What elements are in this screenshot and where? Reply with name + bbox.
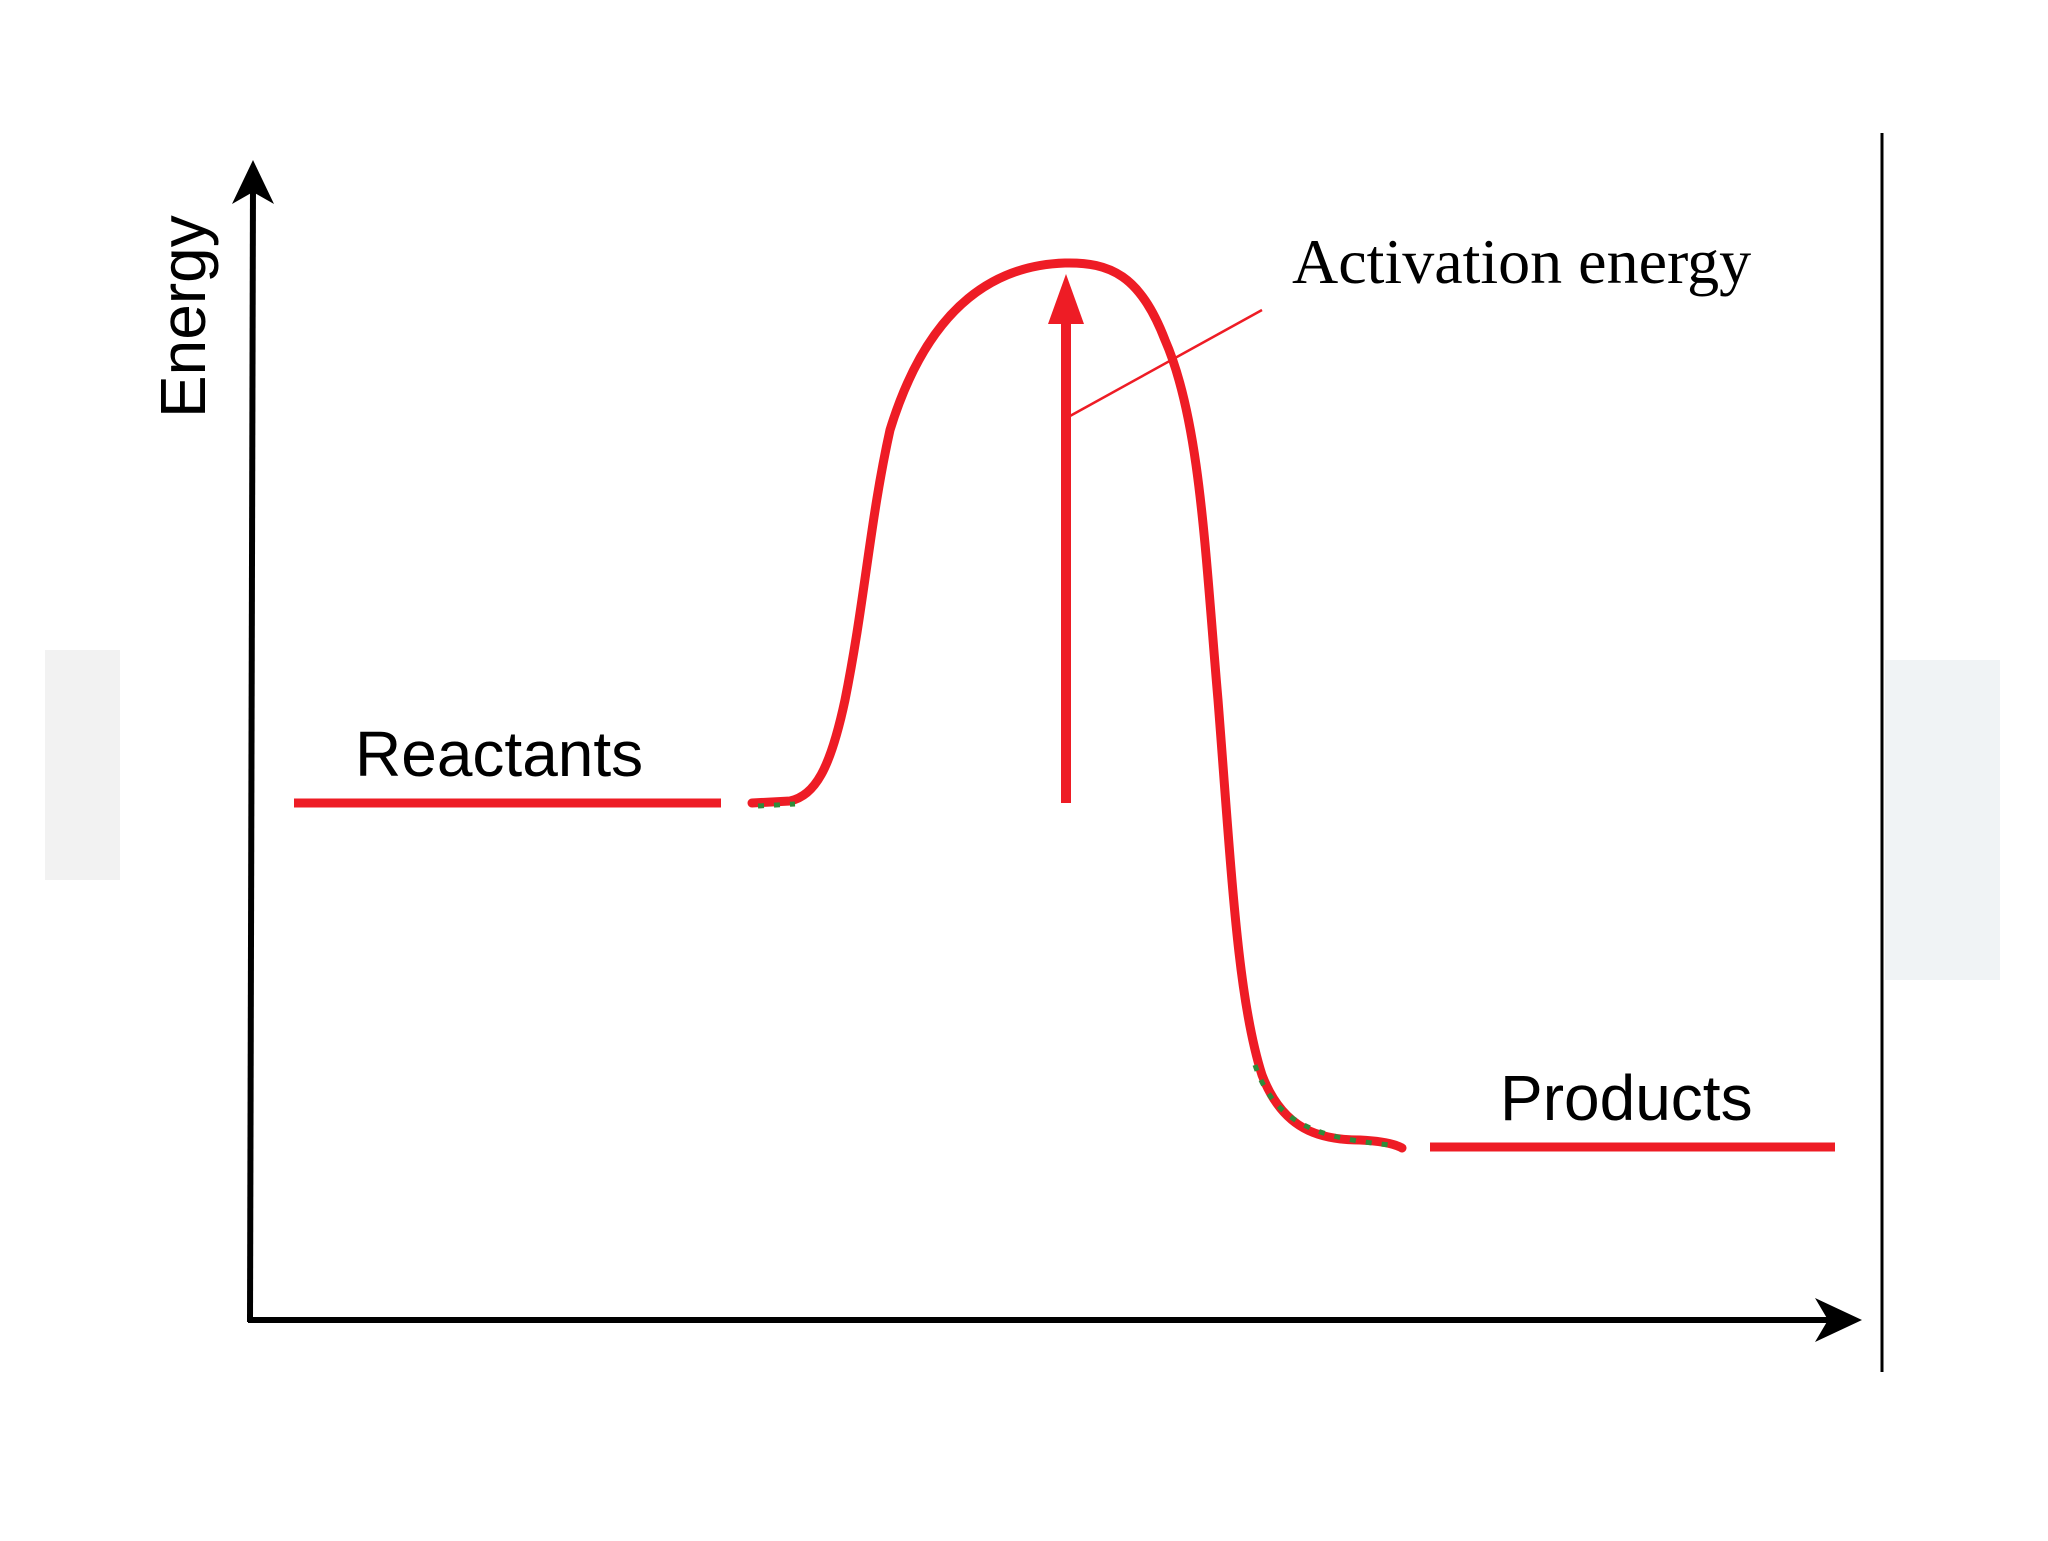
curve-accent-dots xyxy=(757,801,1391,1148)
x-axis-arrowhead xyxy=(1815,1298,1862,1342)
activation-energy-label: Activation energy xyxy=(1292,226,1751,297)
y-axis xyxy=(232,160,274,1323)
x-axis xyxy=(248,1298,1862,1342)
annotation-leader-line xyxy=(1069,308,1263,418)
background-decoration xyxy=(45,650,2000,980)
y-axis-label: Energy xyxy=(147,215,219,418)
products-label: Products xyxy=(1500,1062,1753,1134)
activation-arrowhead xyxy=(1048,274,1084,324)
energy-curve xyxy=(747,258,1407,1153)
activation-energy-arrow xyxy=(1048,274,1084,803)
y-axis-arrowhead xyxy=(232,160,274,204)
reactants-label: Reactants xyxy=(355,718,643,790)
